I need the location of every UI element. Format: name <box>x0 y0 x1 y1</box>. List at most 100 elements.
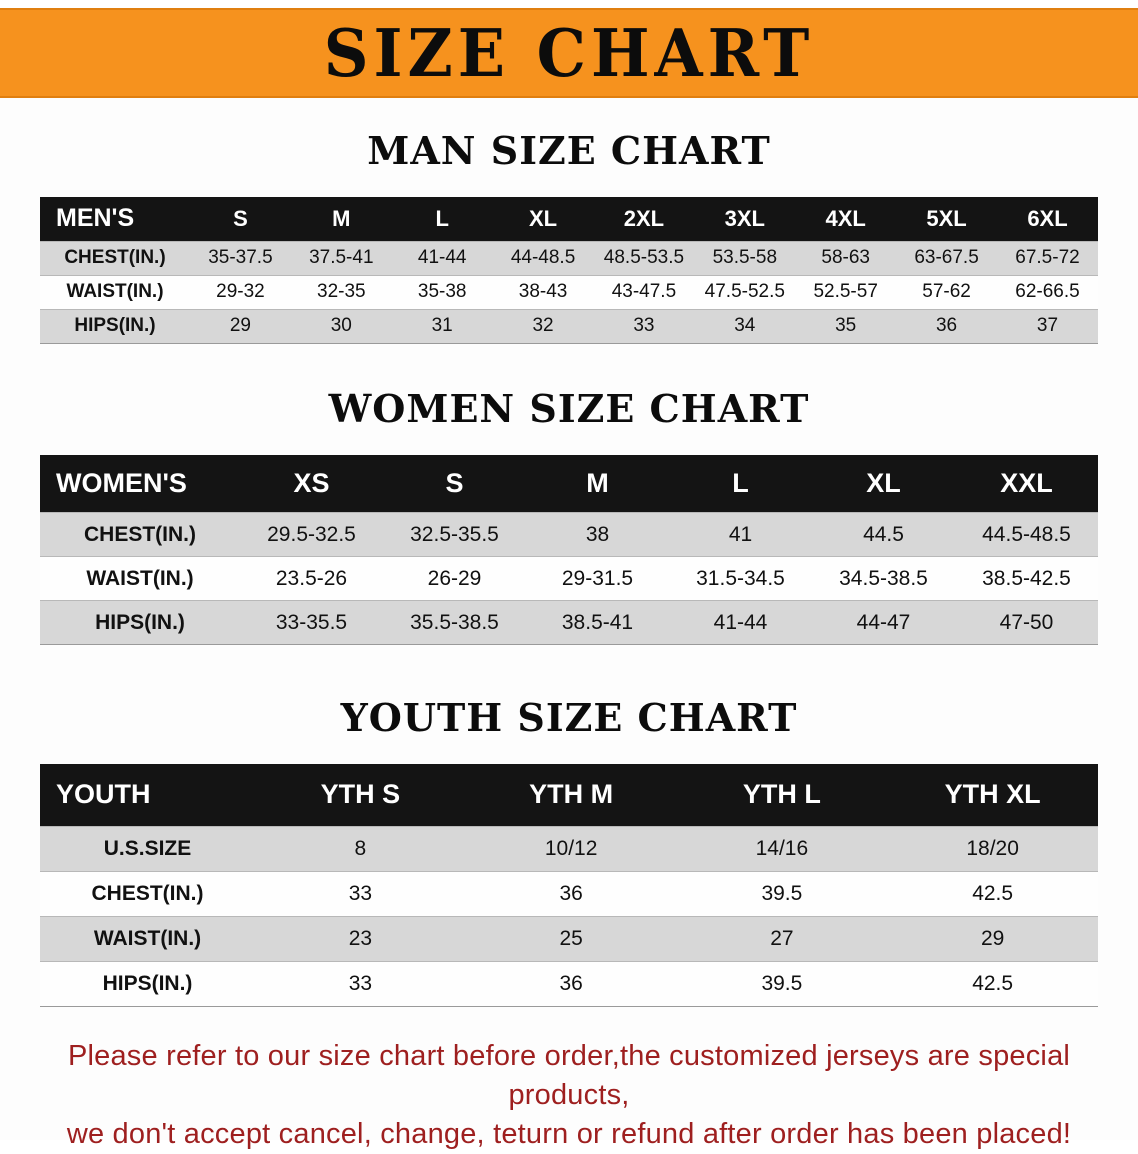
value-cell: 32.5-35.5 <box>383 512 526 557</box>
table-row: CHEST(IN.) 29.5-32.5 32.5-35.5 38 41 44.5 44.5… <box>40 512 1098 557</box>
value-cell: 41-44 <box>669 600 812 645</box>
value-cell: 29.5-32.5 <box>240 512 383 557</box>
value-cell: 37 <box>997 308 1098 343</box>
value-cell: 36 <box>465 870 677 916</box>
row-label-cell: HIPS(IN.) <box>40 308 190 343</box>
size-header-cell: 6XL <box>997 197 1098 241</box>
value-cell: 36 <box>465 960 677 1006</box>
table-row: HIPS(IN.) 33 36 39.5 42.5 <box>40 960 1098 1006</box>
value-cell: 33-35.5 <box>240 600 383 645</box>
mens-size-table: MEN'S S M L XL 2XL 3XL 4XL 5XL 6XL CHEST(IN.) 35-37… <box>40 197 1098 344</box>
size-header-cell: 5XL <box>896 197 997 241</box>
table-header-row: MEN'S S M L XL 2XL 3XL 4XL 5XL 6XL <box>40 197 1098 241</box>
row-label-cell: HIPS(IN.) <box>40 600 240 645</box>
value-cell: 62-66.5 <box>997 274 1098 309</box>
value-cell: 29-32 <box>190 274 291 309</box>
value-cell: 26-29 <box>383 556 526 601</box>
value-cell: 63-67.5 <box>896 240 997 275</box>
value-cell: 34 <box>694 308 796 343</box>
value-cell: 33 <box>255 870 466 916</box>
mens-section-title: MAN SIZE CHART <box>367 128 771 173</box>
footer-notice: Please refer to our size chart before or… <box>28 1037 1110 1154</box>
banner: SIZE CHART <box>0 8 1138 98</box>
value-cell: 37.5-41 <box>290 240 392 275</box>
size-header-cell: XS <box>240 454 383 513</box>
size-header-cell: YTH L <box>676 764 888 826</box>
size-chart-page: SIZE CHART MAN SIZE CHART MEN'S S M L XL 2XL 3… <box>0 8 1138 1150</box>
table-title-cell: YOUTH <box>40 764 255 826</box>
row-label-cell: CHEST(IN.) <box>40 240 190 275</box>
value-cell: 39.5 <box>676 870 888 916</box>
table-header-row: YOUTH YTH S YTH M YTH L YTH XL <box>40 764 1098 826</box>
page-title: SIZE CHART <box>323 14 815 92</box>
size-header-cell: 2XL <box>593 197 695 241</box>
value-cell: 35-38 <box>391 274 493 309</box>
value-cell: 25 <box>465 915 677 961</box>
size-header-cell: YTH S <box>255 764 466 826</box>
size-header-cell: 3XL <box>694 197 796 241</box>
value-cell: 53.5-58 <box>694 240 796 275</box>
value-cell: 29 <box>190 308 291 343</box>
value-cell: 31.5-34.5 <box>669 556 812 601</box>
table-row: WAIST(IN.) 29-32 32-35 35-38 38-43 43-47.5 47.… <box>40 274 1098 309</box>
size-header-cell: L <box>669 454 812 513</box>
row-label-cell: CHEST(IN.) <box>40 870 255 916</box>
womens-section: WOMEN SIZE CHART WOMEN'S XS S M L XL XXL CHEST(… <box>0 385 1138 645</box>
value-cell: 44-47 <box>812 600 955 645</box>
value-cell: 35-37.5 <box>190 240 291 275</box>
value-cell: 35 <box>795 308 897 343</box>
row-label-cell: HIPS(IN.) <box>40 960 255 1006</box>
table-row: CHEST(IN.) 35-37.5 37.5-41 41-44 44-48.5 48.5… <box>40 240 1098 275</box>
value-cell: 57-62 <box>896 274 997 309</box>
row-label-cell: CHEST(IN.) <box>40 512 240 557</box>
table-title-cell: MEN'S <box>40 197 190 241</box>
table-row: WAIST(IN.) 23 25 27 29 <box>40 915 1098 961</box>
size-header-cell: S <box>383 454 526 513</box>
value-cell: 38-43 <box>492 274 594 309</box>
value-cell: 32 <box>492 308 594 343</box>
row-label-cell: WAIST(IN.) <box>40 274 190 309</box>
row-label-cell: WAIST(IN.) <box>40 556 240 601</box>
youth-size-table: YOUTH YTH S YTH M YTH L YTH XL U.S.SIZE 8 10/12… <box>40 764 1098 1007</box>
size-header-cell: XL <box>812 454 955 513</box>
value-cell: 44.5-48.5 <box>955 512 1098 557</box>
value-cell: 27 <box>676 915 888 961</box>
value-cell: 10/12 <box>465 825 677 871</box>
value-cell: 43-47.5 <box>593 274 695 309</box>
size-header-cell: L <box>391 197 493 241</box>
value-cell: 8 <box>255 825 466 871</box>
table-row: U.S.SIZE 8 10/12 14/16 18/20 <box>40 825 1098 871</box>
size-header-cell: S <box>190 197 291 241</box>
value-cell: 30 <box>290 308 392 343</box>
womens-size-table: WOMEN'S XS S M L XL XXL CHEST(IN.) 29.5-32.5 32.5… <box>40 454 1098 645</box>
value-cell: 44.5 <box>812 512 955 557</box>
value-cell: 34.5-38.5 <box>812 556 955 601</box>
value-cell: 42.5 <box>887 960 1098 1006</box>
value-cell: 36 <box>896 308 997 343</box>
notice-line-2: we don't accept cancel, change, teturn o… <box>66 1117 1072 1150</box>
notice-line-1: Please refer to our size chart before or… <box>67 1039 1071 1111</box>
size-header-cell: 4XL <box>795 197 897 241</box>
value-cell: 67.5-72 <box>997 240 1098 275</box>
womens-section-title: WOMEN SIZE CHART <box>328 385 810 431</box>
value-cell: 38.5-42.5 <box>955 556 1098 601</box>
value-cell: 29 <box>887 915 1098 961</box>
value-cell: 38.5-41 <box>526 600 669 645</box>
value-cell: 38 <box>526 512 669 557</box>
value-cell: 23.5-26 <box>240 556 383 601</box>
table-row: HIPS(IN.) 33-35.5 35.5-38.5 38.5-41 41-44 44-… <box>40 600 1098 645</box>
value-cell: 14/16 <box>676 825 888 871</box>
value-cell: 44-48.5 <box>492 240 594 275</box>
size-header-cell: XXL <box>955 454 1098 513</box>
table-row: CHEST(IN.) 33 36 39.5 42.5 <box>40 870 1098 916</box>
row-label-cell: WAIST(IN.) <box>40 915 255 961</box>
size-header-cell: M <box>290 197 392 241</box>
value-cell: 31 <box>391 308 493 343</box>
value-cell: 33 <box>255 960 466 1006</box>
value-cell: 23 <box>255 915 466 961</box>
table-row: HIPS(IN.) 29 30 31 32 33 34 35 36 37 <box>40 308 1098 343</box>
size-header-cell: XL <box>492 197 594 241</box>
table-row: WAIST(IN.) 23.5-26 26-29 29-31.5 31.5-34.5 34… <box>40 556 1098 601</box>
value-cell: 35.5-38.5 <box>383 600 526 645</box>
value-cell: 29-31.5 <box>526 556 669 601</box>
